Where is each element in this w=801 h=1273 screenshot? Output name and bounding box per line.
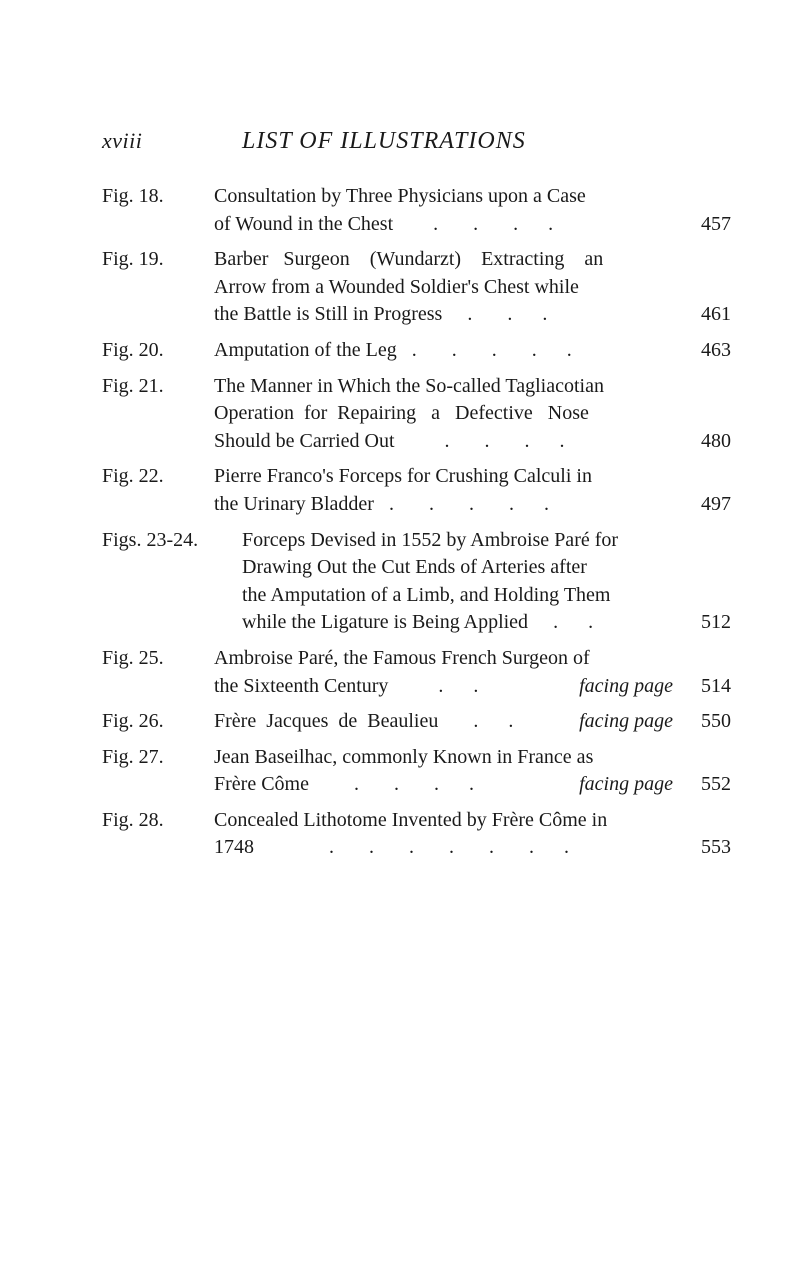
entry-last-line: the Sixteenth Century . . facing page 51… xyxy=(214,673,731,701)
entry-body: Consultation by Three Physicians upon a … xyxy=(214,183,731,238)
leader-dots: . . . . xyxy=(394,491,673,519)
leader-dots: . . xyxy=(528,609,673,637)
entry-line: Barber Surgeon (Wundarzt) Extracting an xyxy=(214,246,731,274)
entry-body: Concealed Lithotome Invented by Frère Cô… xyxy=(214,807,731,862)
entry-lead-text: the Battle is Still in Progress xyxy=(214,301,442,329)
page-ref: 512 xyxy=(673,609,731,637)
leader-dots: . . . xyxy=(442,301,673,329)
entry-last-line: Amputation of the Leg . . . . .463 xyxy=(214,337,731,365)
leader-dots: . . . . xyxy=(309,771,579,799)
page-ref: 553 xyxy=(673,834,731,862)
page: xviii LIST OF ILLUSTRATIONS Fig. 18.Cons… xyxy=(0,0,801,1273)
entry-line: Operation for Repairing a Defective Nose xyxy=(214,400,731,428)
entry-body: Forceps Devised in 1552 by Ambroise Paré… xyxy=(242,527,731,637)
entry-lead-text: Frère Côme xyxy=(214,771,309,799)
page-header: xviii LIST OF ILLUSTRATIONS xyxy=(102,128,731,155)
entry-lead-text: the Sixteenth Century xyxy=(214,673,388,701)
page-ref: 552 xyxy=(673,771,731,799)
illustration-list: Fig. 18.Consultation by Three Physicians… xyxy=(102,183,731,862)
list-item: Figs. 23-24.Forceps Devised in 1552 by A… xyxy=(102,527,731,637)
entry-body: Jean Baseilhac, commonly Known in France… xyxy=(214,744,731,799)
page-ref: 457 xyxy=(673,211,731,239)
entry-line: the Amputation of a Limb, and Holding Th… xyxy=(242,582,731,610)
page-ref: 497 xyxy=(673,491,731,519)
leader-dots: . . xyxy=(438,708,579,736)
entry-lead-text: Frère Jacques de Beaulieu xyxy=(214,708,438,736)
entry-line: Arrow from a Wounded Soldier's Chest whi… xyxy=(214,274,731,302)
list-item: Fig. 26.Frère Jacques de Beaulieu . . fa… xyxy=(102,708,731,736)
list-item: Fig. 25.Ambroise Paré, the Famous French… xyxy=(102,645,731,700)
page-ref: 550 xyxy=(673,708,731,736)
figure-label: Fig. 22. xyxy=(102,463,214,518)
entry-line: Concealed Lithotome Invented by Frère Cô… xyxy=(214,807,731,835)
figure-label: Fig. 21. xyxy=(102,373,214,456)
entry-lead-text: Amputation of the Leg . xyxy=(214,337,417,365)
entry-last-line: Frère Côme . . . . facing page 552 xyxy=(214,771,731,799)
entry-last-line: the Urinary Bladder . . . . .497 xyxy=(214,491,731,519)
entry-line: Ambroise Paré, the Famous French Surgeon… xyxy=(214,645,731,673)
entry-lead-text: the Urinary Bladder . xyxy=(214,491,394,519)
figure-label: Fig. 27. xyxy=(102,744,214,799)
entry-line: Jean Baseilhac, commonly Known in France… xyxy=(214,744,731,772)
figure-label: Fig. 26. xyxy=(102,708,214,736)
page-ref: 463 xyxy=(673,337,731,365)
entry-body: Amputation of the Leg . . . . .463 xyxy=(214,337,731,365)
facing-page-label: facing page xyxy=(579,771,673,799)
leader-dots: . . . . xyxy=(417,337,673,365)
leader-dots: . . . . xyxy=(393,211,673,239)
leader-dots: . . . . xyxy=(395,428,673,456)
page-number: xviii xyxy=(102,128,202,154)
entry-lead-text: Should be Carried Out xyxy=(214,428,395,456)
entry-last-line: Frère Jacques de Beaulieu . . facing pag… xyxy=(214,708,731,736)
entry-last-line: Should be Carried Out . . . .480 xyxy=(214,428,731,456)
figure-label: Fig. 19. xyxy=(102,246,214,329)
entry-lead-text: of Wound in the Chest xyxy=(214,211,393,239)
entry-line: Consultation by Three Physicians upon a … xyxy=(214,183,731,211)
page-ref: 514 xyxy=(673,673,731,701)
entry-last-line: while the Ligature is Being Applied . .5… xyxy=(242,609,731,637)
entry-body: Ambroise Paré, the Famous French Surgeon… xyxy=(214,645,731,700)
entry-last-line: the Battle is Still in Progress . . .461 xyxy=(214,301,731,329)
figure-label: Fig. 20. xyxy=(102,337,214,365)
facing-page-label: facing page xyxy=(579,673,673,701)
entry-lead-text: 1748 xyxy=(214,834,254,862)
list-item: Fig. 27.Jean Baseilhac, commonly Known i… xyxy=(102,744,731,799)
list-item: Fig. 28.Concealed Lithotome Invented by … xyxy=(102,807,731,862)
entry-body: Pierre Franco's Forceps for Crushing Cal… xyxy=(214,463,731,518)
figure-label: Fig. 18. xyxy=(102,183,214,238)
figure-label: Figs. 23-24. xyxy=(102,527,242,637)
page-title: LIST OF ILLUSTRATIONS xyxy=(242,128,526,155)
page-ref: 461 xyxy=(673,301,731,329)
page-ref: 480 xyxy=(673,428,731,456)
entry-body: Barber Surgeon (Wundarzt) Extracting anA… xyxy=(214,246,731,329)
figure-label: Fig. 28. xyxy=(102,807,214,862)
facing-page-label: facing page xyxy=(579,708,673,736)
list-item: Fig. 21.The Manner in Which the So-calle… xyxy=(102,373,731,456)
entry-lead-text: while the Ligature is Being Applied xyxy=(242,609,528,637)
list-item: Fig. 18.Consultation by Three Physicians… xyxy=(102,183,731,238)
list-item: Fig. 20.Amputation of the Leg . . . . .4… xyxy=(102,337,731,365)
leader-dots: . . xyxy=(388,673,579,701)
figure-label: Fig. 25. xyxy=(102,645,214,700)
entry-body: Frère Jacques de Beaulieu . . facing pag… xyxy=(214,708,731,736)
entry-line: Pierre Franco's Forceps for Crushing Cal… xyxy=(214,463,731,491)
list-item: Fig. 22.Pierre Franco's Forceps for Crus… xyxy=(102,463,731,518)
entry-last-line: of Wound in the Chest . . . .457 xyxy=(214,211,731,239)
entry-last-line: 1748 . . . . . . .553 xyxy=(214,834,731,862)
entry-line: Forceps Devised in 1552 by Ambroise Paré… xyxy=(242,527,731,555)
leader-dots: . . . . . . . xyxy=(254,834,673,862)
entry-body: The Manner in Which the So-called Taglia… xyxy=(214,373,731,456)
entry-line: The Manner in Which the So-called Taglia… xyxy=(214,373,731,401)
entry-line: Drawing Out the Cut Ends of Arteries aft… xyxy=(242,554,731,582)
list-item: Fig. 19.Barber Surgeon (Wundarzt) Extrac… xyxy=(102,246,731,329)
